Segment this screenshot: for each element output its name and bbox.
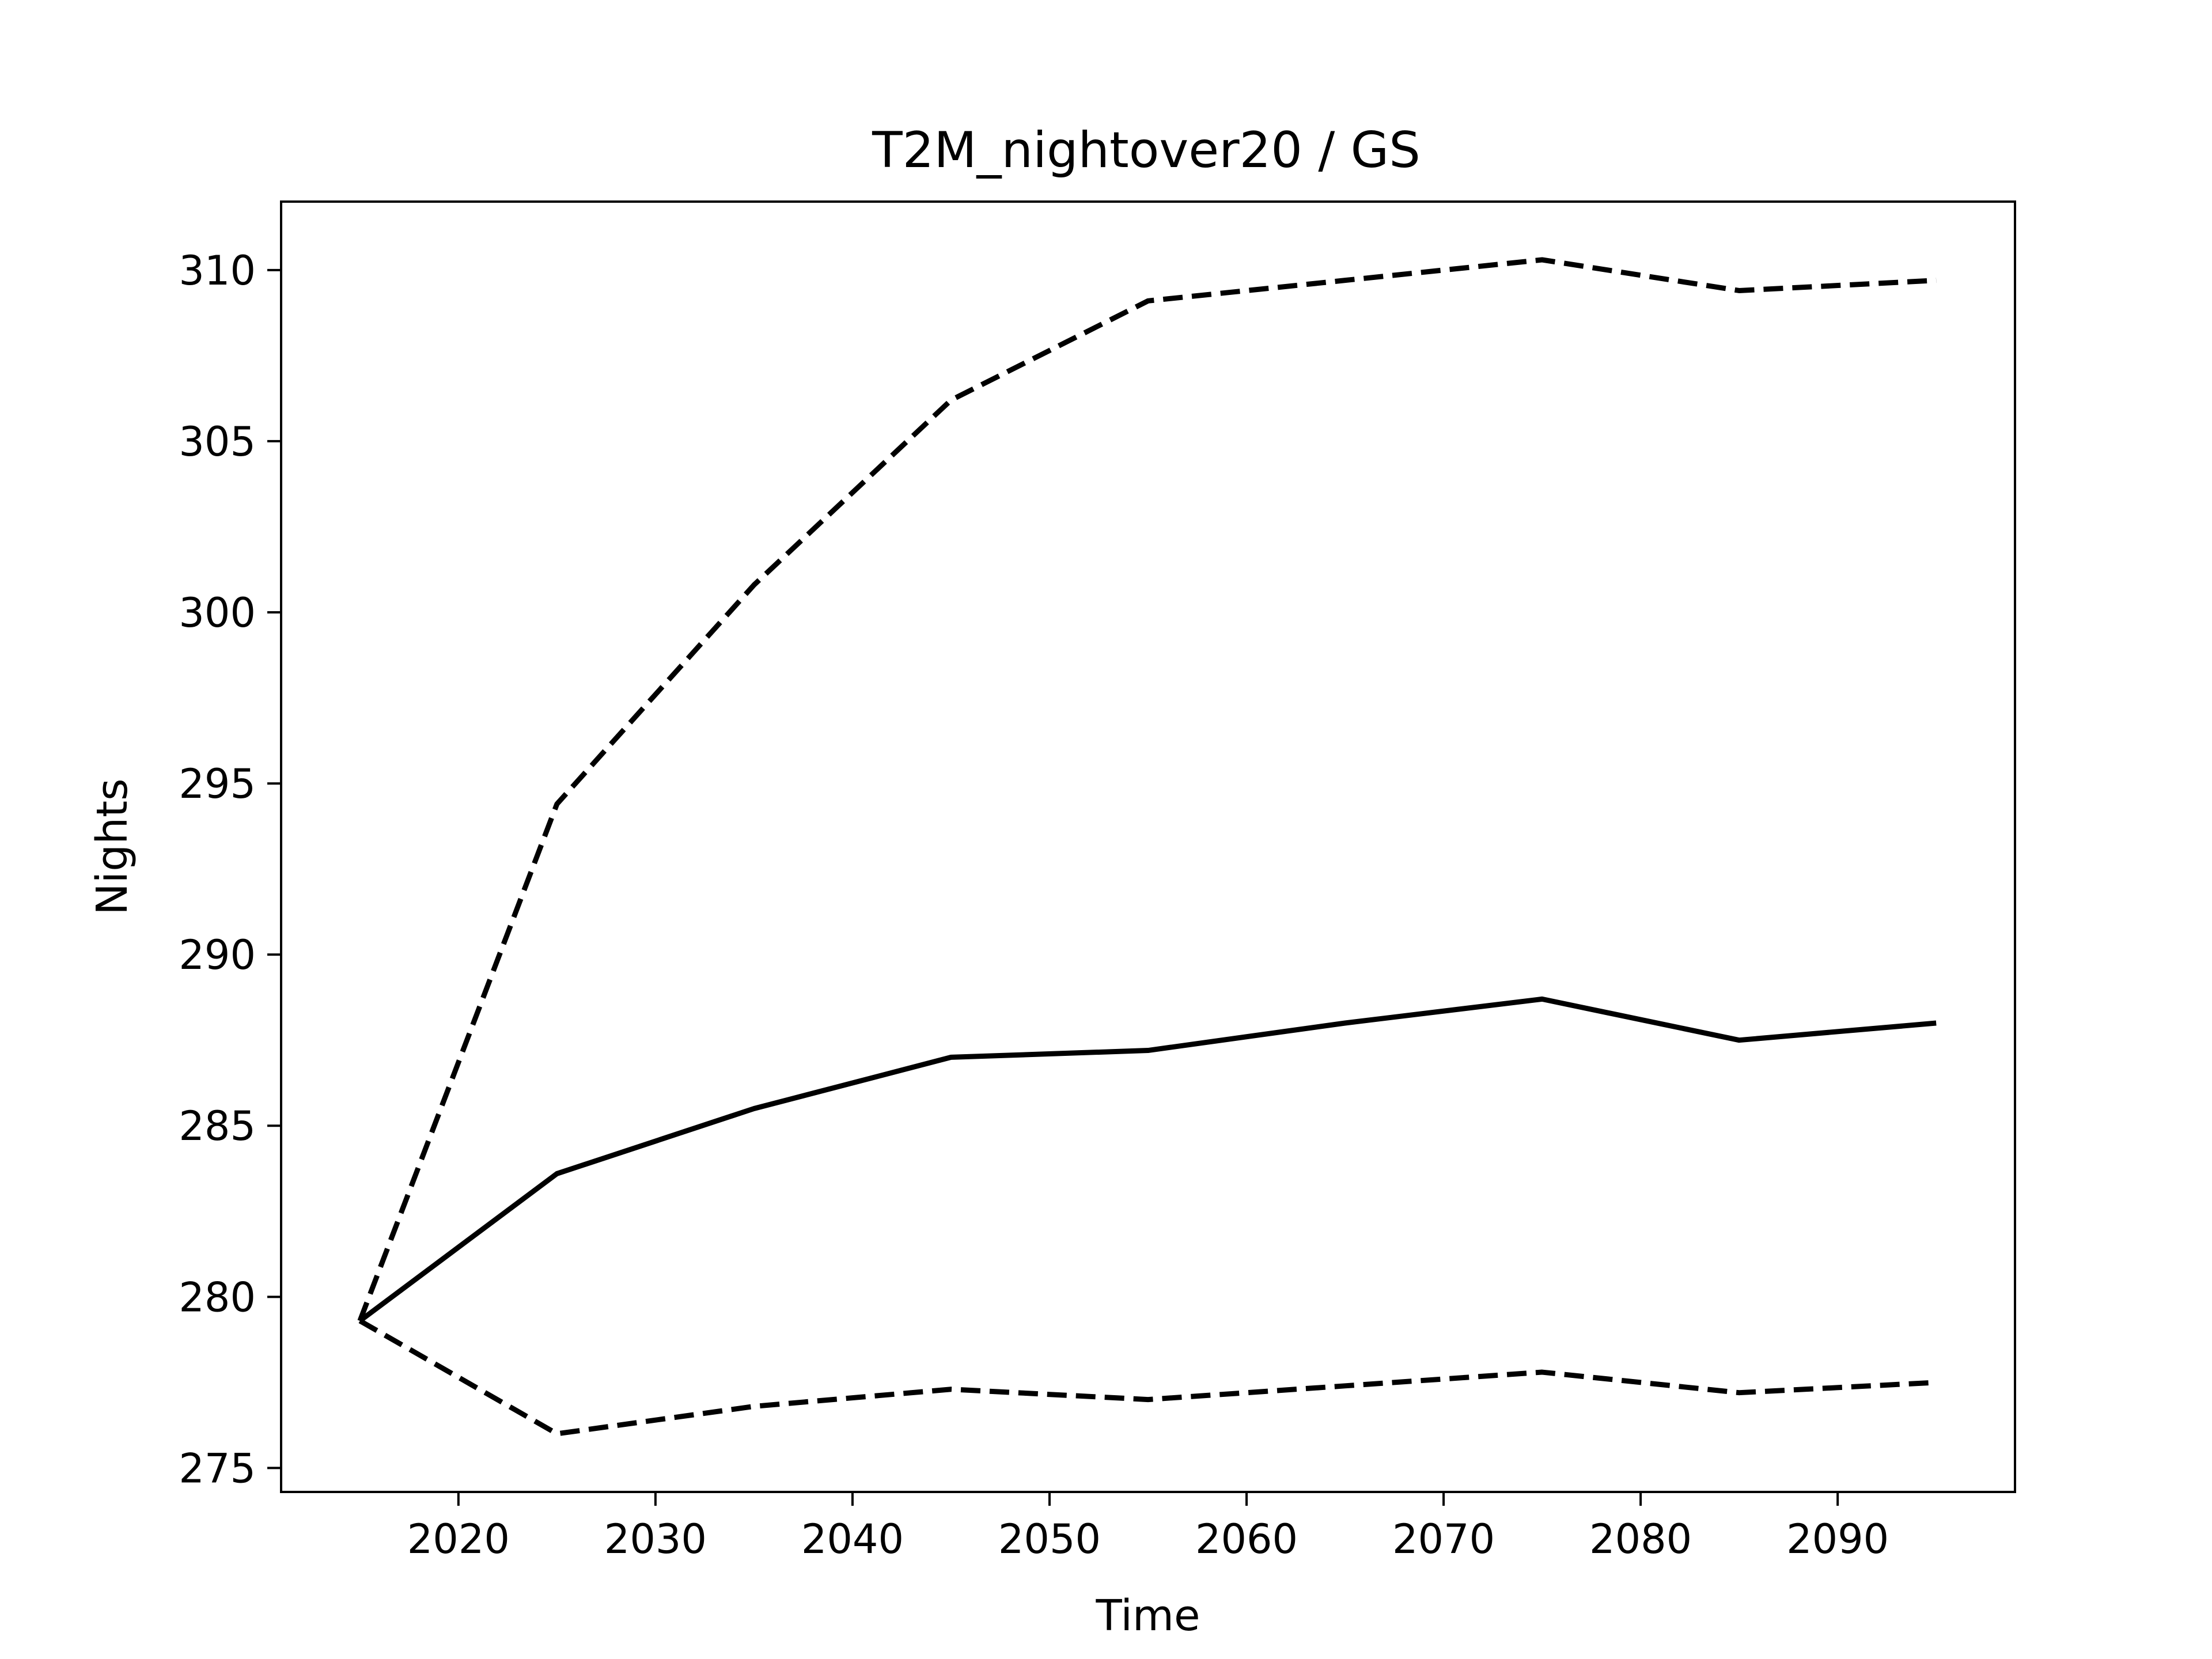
x-tick-label: 2050: [998, 1516, 1101, 1563]
y-tick-label: 310: [179, 247, 256, 294]
x-tick-label: 2040: [801, 1516, 904, 1563]
x-tick-label: 2030: [604, 1516, 707, 1563]
x-axis-label: Time: [1095, 1591, 1200, 1641]
chart-title: T2M_nightover20 / GS: [872, 122, 1421, 179]
y-tick-label: 275: [179, 1445, 256, 1492]
y-tick-label: 285: [179, 1103, 256, 1150]
y-tick-label: 295: [179, 760, 256, 808]
series-line-1: [357, 257, 1937, 1322]
y-tick-label: 305: [179, 418, 256, 465]
y-tick-label: 280: [179, 1274, 256, 1321]
y-axis: 275 280 285 290 295 300 305 310: [179, 247, 281, 1492]
x-tick-label: 2080: [1589, 1516, 1692, 1563]
y-tick-label: 290: [179, 931, 256, 979]
x-tick-label: 2090: [1786, 1516, 1889, 1563]
series-line-3: [358, 1319, 1937, 1437]
x-tick-label: 2020: [407, 1516, 510, 1563]
plot-area: [357, 257, 1937, 1437]
axes-frame: [280, 200, 2016, 1493]
y-tick-label: 300: [179, 589, 256, 637]
x-tick-label: 2070: [1392, 1516, 1495, 1563]
series-line-2: [358, 996, 1937, 1323]
x-axis: 2020 2030 2040 2050 2060 2070 2080 2090: [407, 1492, 1889, 1563]
y-axis-label: Nights: [88, 778, 137, 915]
x-tick-label: 2060: [1195, 1516, 1298, 1563]
